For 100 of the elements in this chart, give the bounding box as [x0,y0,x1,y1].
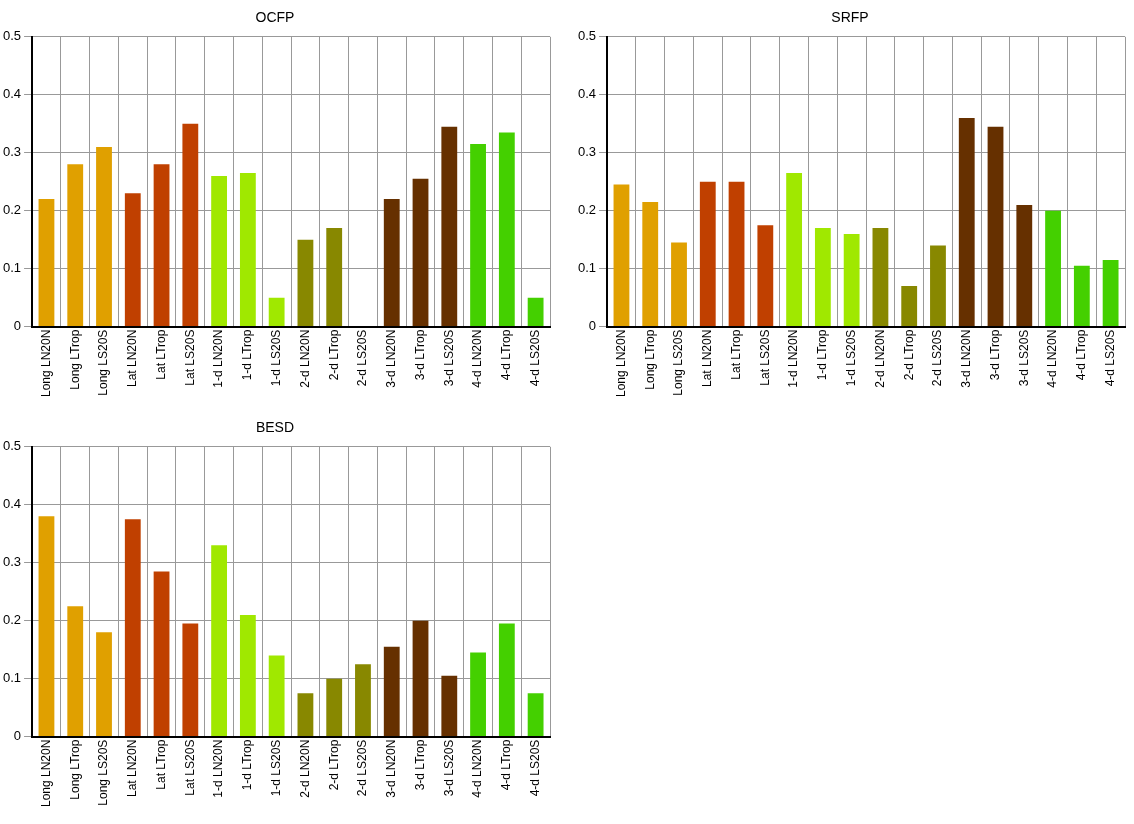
bar [843,233,860,327]
x-tick-label: Long LTrop [67,739,82,800]
x-tick-label: 1-d LTrop [815,329,830,381]
bar [901,286,918,327]
bar [470,652,486,737]
bar [498,623,515,737]
bar [671,242,687,327]
chart-title: SRFP [831,9,869,26]
bar [355,664,371,737]
bar [728,181,745,327]
x-tick-label: 2-d LN20N [872,329,887,388]
x-tick-label: 3-d LTrop [412,329,427,381]
bar [872,228,889,327]
x-tick-label: 1-d LN20N [211,329,226,388]
x-tick-label: 4-d LS20S [527,329,542,387]
bar [613,184,630,327]
x-tick-label: 2-d LTrop [901,329,916,381]
x-tick-label: 2-d LTrop [326,739,341,791]
bar [814,228,831,327]
x-tick-label: 1-d LTrop [240,739,255,791]
bar [412,178,429,327]
x-tick-label: 1-d LTrop [240,329,255,381]
bar [498,132,515,327]
x-tick-label: 3-d LS20S [441,329,456,387]
x-tick-label: 1-d LS20S [268,739,283,797]
y-tick-label: 0.1 [2,670,22,686]
bar [182,123,199,327]
bar [930,245,946,327]
x-tick-label: 1-d LS20S [843,329,858,387]
x-tick-label: Long LS20S [96,739,111,806]
y-tick-label: 0.3 [2,554,22,570]
bar [958,117,975,327]
bar [96,146,112,327]
x-tick-label: Long LS20S [96,329,111,396]
x-tick-label: 2-d LS20S [355,329,370,387]
bar [268,297,285,327]
bar [96,632,112,737]
bar [1045,210,1061,327]
y-tick-label: 0.2 [577,202,597,218]
bar [441,126,458,327]
bar [124,519,141,737]
x-tick-label: Long LTrop [642,329,657,390]
y-tick-label: 0.3 [577,144,597,160]
x-tick-label: Lat LTrop [153,329,168,380]
y-tick-label: 0.2 [2,612,22,628]
bar [1016,204,1033,327]
x-tick-label: 4-d LS20S [527,739,542,797]
bar [1073,265,1090,327]
y-tick-label: 0.5 [577,28,597,44]
bar [153,164,170,327]
chart-title: OCFP [255,9,295,26]
x-tick-label: Long LN20N [38,329,53,398]
bar [441,675,458,737]
x-tick-label: 2-d LTrop [326,329,341,381]
x-tick-label: Lat LS20S [182,739,197,796]
bar [1102,259,1119,327]
x-tick-label: Long LN20N [38,739,53,808]
x-tick-label: 1-d LN20N [211,739,226,798]
bar [383,199,400,327]
chart-title: BESD [255,419,295,436]
x-tick-label: 4-d LN20N [470,329,485,388]
x-tick-label: Lat LN20N [700,329,715,387]
x-tick-label: 3-d LS20S [1016,329,1031,387]
bar [527,693,544,737]
x-tick-label: Lat LTrop [153,739,168,790]
x-tick-label: Lat LN20N [125,739,140,797]
bar [297,693,314,737]
bar [124,193,141,327]
x-tick-label: Lat LS20S [757,329,772,386]
x-tick-label: 3-d LN20N [384,739,399,798]
bar [38,516,55,737]
x-tick-label: 2-d LN20N [297,329,312,388]
bar [470,144,486,327]
x-tick-label: Lat LS20S [182,329,197,386]
bar [786,173,803,327]
y-tick-label: 0 [588,318,597,334]
y-tick-label: 0 [13,728,22,744]
bar [412,620,429,737]
y-tick-label: 0.1 [2,260,22,276]
x-tick-label: Long LN20N [613,329,628,398]
x-tick-label: 4-d LTrop [499,329,514,381]
x-tick-label: 3-d LTrop [987,329,1002,381]
bar [297,239,314,327]
x-tick-label: Lat LN20N [125,329,140,387]
bar [268,655,285,737]
bar [527,297,544,327]
bar [211,175,228,327]
bar [326,678,343,737]
bar [239,173,256,327]
x-tick-label: Long LTrop [67,329,82,390]
bar [987,126,1004,327]
bar [211,545,228,737]
x-tick-label: Long LS20S [671,329,686,396]
x-tick-label: 4-d LN20N [470,739,485,798]
x-tick-label: 1-d LS20S [268,329,283,387]
y-tick-label: 0.5 [2,28,22,44]
bar [67,606,84,737]
x-tick-label: 4-d LTrop [1074,329,1089,381]
y-tick-label: 0.2 [2,202,22,218]
x-tick-label: 2-d LN20N [297,739,312,798]
